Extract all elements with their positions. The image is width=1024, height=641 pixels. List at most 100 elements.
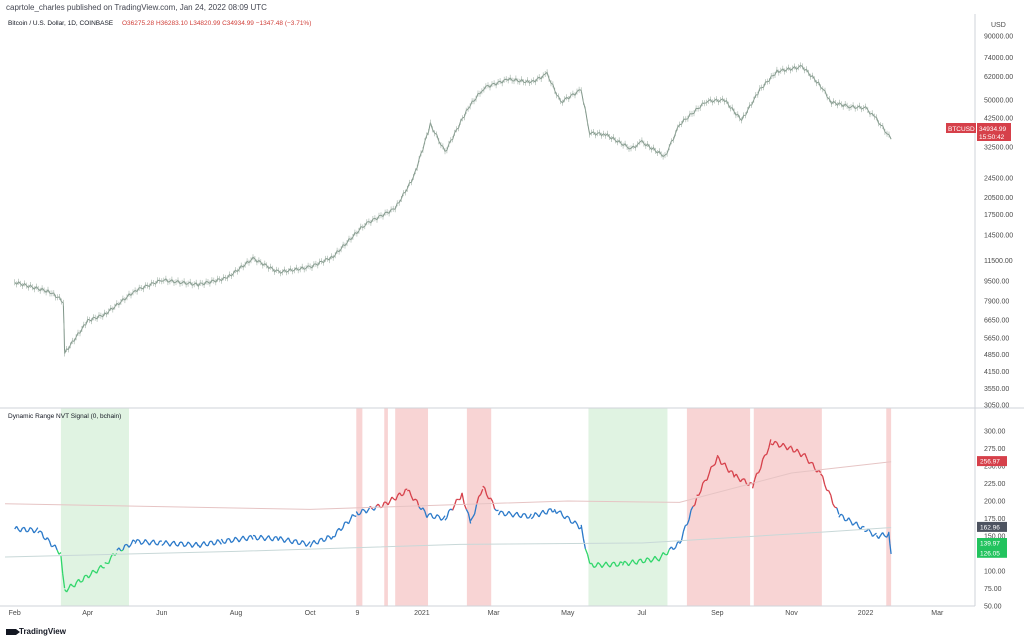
nvt-band-red (466, 408, 492, 606)
price-axis-currency: USD (991, 22, 1006, 29)
price-tick-label: 24500.00 (984, 175, 1013, 182)
indicator-axis-ticks[interactable]: 300.00 275.00 250.00 225.00 200.00 175.00 150.… (984, 429, 1006, 611)
nvt-segment (232, 536, 236, 542)
nvt-segment (84, 574, 87, 577)
nvt-segment (33, 530, 37, 534)
nvt-segment (595, 562, 599, 567)
nvt-segment (340, 527, 344, 532)
indicator-tick-label: 225.00 (984, 481, 1006, 488)
nvt-segment (735, 473, 739, 479)
nvt-segment (177, 541, 181, 547)
nvt-segment (644, 557, 648, 563)
nvt-segment (260, 534, 264, 538)
nvt-segment (29, 526, 33, 530)
nvt-segment (19, 527, 23, 533)
nvt-segment (89, 569, 94, 576)
nvt-segment (818, 469, 822, 474)
time-tick-label: 9 (356, 610, 360, 617)
nvt-segment (710, 465, 714, 468)
nvt-segment (532, 512, 536, 518)
nvt-segment (874, 532, 877, 536)
nvt-segment (165, 540, 169, 544)
nvt-segment (357, 513, 361, 516)
nvt-segment (834, 506, 837, 509)
btc-price-series (14, 64, 892, 354)
nvt-segment (187, 541, 191, 545)
nvt-segment (88, 574, 92, 579)
nvt-segment (776, 442, 780, 448)
nvt-segment (230, 540, 234, 544)
nvt-segment (888, 531, 891, 544)
nvt-segment (782, 442, 786, 447)
nvt-segment (395, 494, 399, 501)
time-tick-label: Oct (305, 610, 316, 617)
nvt-segment (205, 544, 209, 547)
nvt-segment (402, 489, 407, 495)
nvt-segment (486, 494, 490, 500)
nvt-segment (830, 494, 834, 504)
nvt-segment (414, 498, 418, 501)
nvt-segment (389, 496, 393, 502)
time-axis-ticks[interactable]: Feb Apr Jun Aug Oct 9 2021 Mar May Jul Sep Nov 2022 M… (9, 610, 944, 617)
nvt-segment (850, 520, 854, 526)
nvt-segment (48, 540, 52, 547)
nvt-segment (213, 543, 216, 546)
publisher-header: caprtole_charles published on TradingVie… (6, 3, 267, 12)
nvt-segment (434, 514, 438, 519)
nvt-segment (524, 513, 528, 519)
nvt-segment (546, 509, 550, 515)
nvt-segment (359, 508, 363, 515)
nvt-segment (148, 541, 153, 546)
tradingview-footer[interactable]: TradingView (6, 627, 66, 636)
nvt-segment (812, 462, 816, 470)
btc-price-wicks (14, 62, 890, 357)
nvt-segment (321, 537, 325, 542)
time-tick-label: Mar (931, 610, 944, 617)
price-tick-label: 32500.00 (984, 145, 1013, 152)
nvt-segment (611, 561, 615, 564)
nvt-segment (766, 447, 770, 455)
nvt-segment (279, 536, 283, 540)
nvt-segment (842, 515, 846, 521)
nvt-segment (586, 554, 591, 564)
nvt-segment (822, 476, 826, 485)
nvt-segment (889, 543, 892, 554)
time-tick-label: Jul (637, 610, 646, 617)
nvt-segment (680, 531, 685, 541)
nvt-segment (68, 583, 72, 589)
nvt-segment (451, 505, 456, 511)
nvt-segment (478, 494, 482, 498)
price-tick-label: 3050.00 (984, 403, 1009, 410)
nvt-segment (497, 510, 502, 516)
price-axis-ticks[interactable]: 90000.00 74000.00 62000.00 50000.00 42500.00… (984, 34, 1013, 410)
nvt-segment (690, 506, 694, 511)
indicator-tick-label: 300.00 (984, 429, 1006, 436)
price-tick-label: 14500.00 (984, 233, 1013, 240)
nvt-segment (130, 539, 134, 545)
price-tick-label: 7900.00 (984, 299, 1009, 306)
nvt-segment (700, 482, 704, 492)
price-tick-label: 9500.00 (984, 279, 1009, 286)
nvt-segment (712, 463, 716, 467)
nvt-segment (173, 540, 177, 546)
time-tick-label: Mar (488, 610, 501, 617)
nvt-segment (317, 539, 321, 545)
nvt-segment (628, 562, 632, 567)
nvt-segment (491, 501, 496, 510)
nvt-segment (467, 513, 472, 524)
nvt-segment (672, 547, 676, 551)
price-tick-label: 90000.00 (984, 34, 1013, 41)
nvt-segment (399, 492, 403, 497)
nvt-segment (836, 507, 840, 515)
nvt-segment (436, 514, 440, 517)
nvt-segment (698, 491, 702, 496)
indicator-tick-label: 175.00 (984, 516, 1006, 523)
nvt-segment (650, 559, 654, 563)
nvt-segment (686, 519, 690, 525)
nvt-segment (480, 488, 484, 495)
nvt-segment (330, 535, 334, 540)
nvt-segment (23, 527, 27, 532)
nvt-segment (882, 532, 886, 537)
nvt-segment (81, 575, 86, 582)
